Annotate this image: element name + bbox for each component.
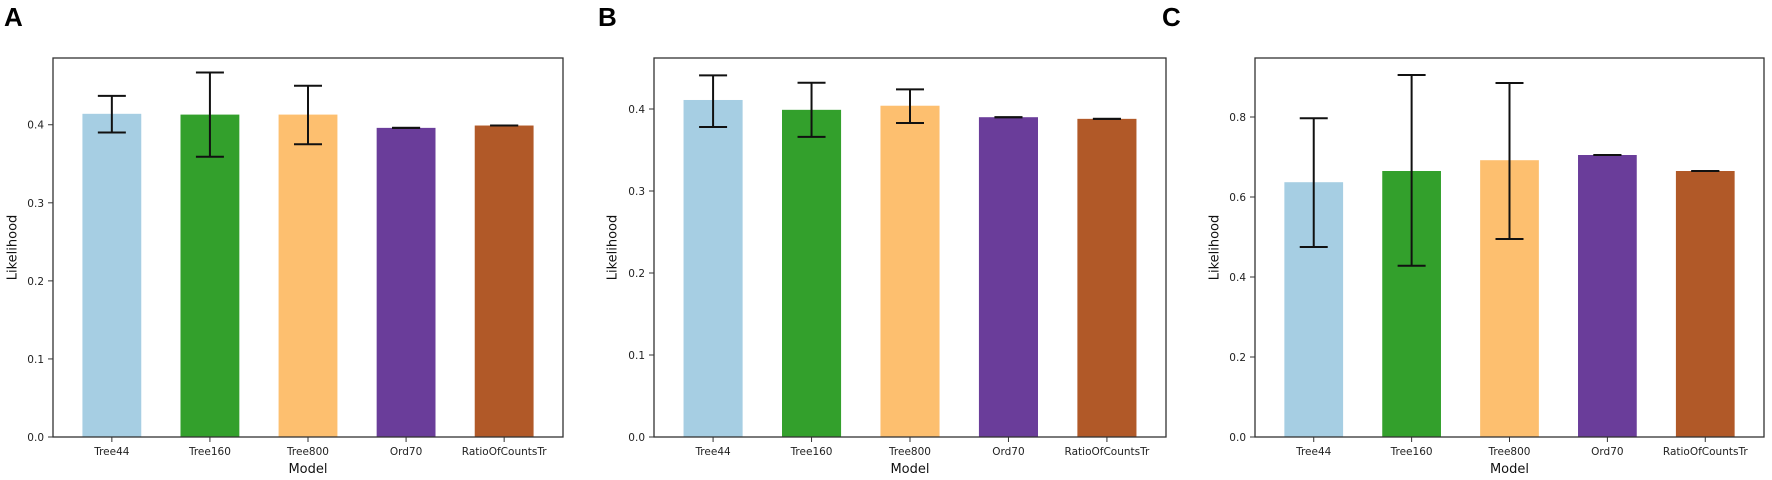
x-tick-label: Tree800 [1488,446,1531,458]
error-bar [1397,74,1426,267]
bar-tree44 [82,113,142,438]
y-axis-title: Likelihood [6,215,21,281]
error-bar [97,94,126,134]
panel-letter: A [4,2,23,32]
y-tick-label: 0.8 [1229,112,1246,124]
y-tick-label: 0.4 [27,120,44,132]
bar-ratioofcountstr [1077,118,1137,438]
x-tick-label: Ord70 [992,446,1024,458]
x-tick-label: RatioOfCountsTr [1065,446,1150,458]
bar-ratioofcountstr [1675,171,1735,437]
y-tick-label: 0.4 [1229,272,1246,284]
y-tick-label: 0.3 [628,186,645,198]
x-tick-label: Tree44 [1295,446,1332,458]
y-tick-label: 0.0 [27,432,44,444]
x-tick-label: Tree44 [694,446,731,458]
error-bar [896,88,924,124]
x-tick-label: Tree160 [1390,446,1433,458]
y-axis-title: Likelihood [606,215,621,281]
bar-tree160 [180,114,240,438]
bar-tree160 [782,109,842,437]
x-tick-label: Ord70 [390,446,422,458]
y-tick-label: 0.4 [628,104,645,116]
y-tick-label: 0.1 [27,354,44,366]
x-tick-label: RatioOfCountsTr [462,446,547,458]
error-bar [699,74,728,129]
y-tick-label: 0.1 [628,350,645,362]
y-tick-label: 0.6 [1229,192,1246,204]
x-axis-title: Model [890,462,929,477]
bar-tree44 [683,99,743,438]
x-tick-label: RatioOfCountsTr [1663,446,1748,458]
error-bar [797,81,826,138]
bar-chart-a: 0.0 0.1 0.2 0.3 0.4 Tree44 Tree160 Tree800 Ord70… [6,57,564,477]
bar-ord70 [376,127,436,437]
error-bar [1299,117,1328,248]
x-tick-label: Tree800 [286,446,329,458]
bar-ord70 [1578,155,1637,437]
x-tick-label: Ord70 [1591,446,1623,458]
y-tick-label: 0.3 [27,198,44,210]
panel-letter: C [1162,2,1181,32]
error-bar [195,71,224,158]
y-axis-title: Likelihood [1208,215,1223,281]
error-bar [294,84,322,146]
x-tick-label: Tree44 [93,446,130,458]
y-tick-label: 0.0 [628,432,645,444]
x-tick-label: Tree160 [188,446,231,458]
panel-a: A 0.0 0.1 0.2 0.3 0.4 Tree44 Tree160 Tree800 Ord… [0,0,580,480]
x-tick-label: Tree160 [790,446,833,458]
x-tick-label: Tree800 [888,446,931,458]
y-tick-label: 0.2 [628,268,645,280]
bar-ratioofcountstr [474,125,534,437]
x-axis-title: Model [1490,462,1529,477]
error-bar [1495,82,1524,240]
bar-ord70 [978,117,1038,438]
bar-tree800 [278,114,338,438]
panel-letter: B [598,2,617,32]
y-tick-label: 0.0 [1229,432,1246,444]
y-tick-label: 0.2 [1229,352,1246,364]
y-tick-label: 0.2 [27,276,44,288]
bar-tree800 [880,105,940,437]
x-axis-title: Model [288,462,327,477]
